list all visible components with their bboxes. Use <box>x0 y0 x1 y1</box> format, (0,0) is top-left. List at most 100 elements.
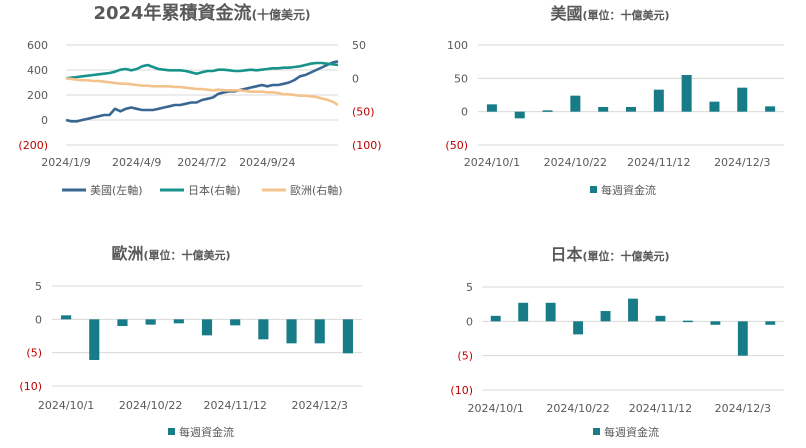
y-tick-label: 50 <box>454 72 468 85</box>
bar <box>570 95 581 112</box>
bar <box>542 110 553 112</box>
bar <box>117 319 128 326</box>
bar <box>342 319 353 354</box>
bar <box>653 89 664 112</box>
chart-title: 2024年累積資金流(十億美元) <box>93 2 310 24</box>
bar <box>490 315 501 322</box>
bar <box>201 319 213 336</box>
y-tick-label: (50) <box>445 139 468 152</box>
x-tick-label: 2024/11/12 <box>629 402 692 415</box>
bar <box>765 321 776 325</box>
bar <box>286 319 297 344</box>
bar <box>545 302 556 322</box>
europe_weekly-chart: 歐洲(單位：十億美元) 5 0 (5) (10) 2024/10/1 2024/10/22 2… <box>19 244 362 439</box>
x-tick-label: 2024/9/24 <box>239 156 295 169</box>
x-tick-label: 2024/12/3 <box>714 156 770 169</box>
x-tick-label: 2024/7/2 <box>177 156 226 169</box>
legend-label: 每週資金流 <box>601 183 656 197</box>
chart-title-main: 日本 <box>550 245 582 264</box>
left-y-tick-label: 200 <box>27 89 48 102</box>
cumulative-flow-chart: 2024年累積資金流(十億美元) 600 400 200 0 (200) 50 0 (50) (1… <box>18 2 381 197</box>
right-y-tick-label: 0 <box>352 72 359 85</box>
bar <box>230 319 241 326</box>
y-tick-label: (10) <box>19 380 42 393</box>
y-tick-label: (5) <box>457 350 473 363</box>
bar <box>765 106 776 112</box>
legend-label-us: 美國(左軸) <box>90 183 143 197</box>
bar <box>173 319 184 324</box>
y-tick-label: 5 <box>466 281 473 294</box>
bar <box>681 75 692 112</box>
bar <box>518 302 529 322</box>
x-tick-label: 2024/12/3 <box>292 399 348 412</box>
chart-title: 日本(單位：十億美元) <box>550 245 669 264</box>
left-y-tick-label: 0 <box>41 114 48 127</box>
chart-title: 美國(單位：十億美元) <box>550 4 669 23</box>
x-tick-label: 2024/10/1 <box>468 402 524 415</box>
legend-swatch <box>593 428 600 435</box>
bar <box>61 315 72 320</box>
legend-label-japan: 日本(右軸) <box>188 183 241 197</box>
left-y-tick-label: 400 <box>27 64 48 77</box>
bar <box>258 319 269 340</box>
legend-label-europe: 歐洲(右軸) <box>290 183 343 197</box>
x-tick-label: 2024/4/9 <box>112 156 161 169</box>
y-tick-label: (5) <box>26 347 42 360</box>
bar <box>628 298 638 322</box>
series-line-japan <box>65 61 339 80</box>
chart-title-unit: (單位：十億美元) <box>143 248 230 262</box>
bar <box>625 107 637 112</box>
legend-label: 每週資金流 <box>604 425 659 439</box>
japan_weekly-chart: 日本(單位：十億美元) 5 0 (5) (10) 2024/10/1 2024/10/22 2… <box>450 245 784 439</box>
y-tick-label: 5 <box>35 280 42 293</box>
series-line-us <box>65 60 339 123</box>
y-tick-label: 0 <box>35 313 42 326</box>
legend-swatch <box>590 186 597 193</box>
bar <box>710 321 721 325</box>
bar <box>682 320 693 323</box>
x-tick-label: 2024/10/1 <box>38 399 94 412</box>
x-tick-label: 2024/10/22 <box>546 402 609 415</box>
bar <box>655 315 666 322</box>
bar <box>598 107 609 112</box>
chart-title-main: 歐洲 <box>111 244 143 263</box>
series-line-europe <box>65 77 339 107</box>
bar <box>314 319 325 344</box>
right-y-tick-label: (50) <box>352 106 375 119</box>
chart-title-main: 2024年累積資金流 <box>93 2 251 24</box>
y-tick-label: 0 <box>466 315 473 328</box>
left-y-tick-label: 600 <box>27 39 48 52</box>
bar <box>709 101 720 112</box>
x-tick-label: 2024/12/3 <box>715 402 771 415</box>
chart-title-unit: (單位：十億美元) <box>582 249 669 263</box>
bar <box>89 319 100 360</box>
bar <box>737 321 748 356</box>
y-tick-label: 100 <box>447 39 468 52</box>
left-y-tick-label: (200) <box>18 139 48 152</box>
legend-swatch <box>168 428 175 435</box>
chart-title-main: 美國 <box>550 4 582 23</box>
y-tick-label: 0 <box>461 106 468 119</box>
bar <box>514 111 525 119</box>
chart-title-unit: (十億美元) <box>252 7 311 22</box>
x-tick-label: 2024/10/1 <box>464 156 520 169</box>
bar <box>737 87 748 112</box>
x-tick-label: 2024/1/9 <box>41 156 90 169</box>
x-tick-label: 2024/10/22 <box>544 156 607 169</box>
bar <box>600 311 611 322</box>
chart-title: 歐洲(單位：十億美元) <box>111 244 230 263</box>
x-tick-label: 2024/11/12 <box>627 156 690 169</box>
bar <box>486 104 497 112</box>
bar <box>145 319 156 325</box>
right-y-tick-label: 50 <box>352 39 366 52</box>
chart-title-unit: (單位：十億美元) <box>582 8 669 22</box>
legend-label: 每週資金流 <box>179 425 234 439</box>
y-tick-label: (10) <box>450 384 473 397</box>
x-tick-label: 2024/10/22 <box>119 399 182 412</box>
us_weekly-chart: 美國(單位：十億美元) 100 50 0 (50) 2024/10/1 2024/10/22… <box>445 4 784 197</box>
right-y-tick-label: (100) <box>352 139 382 152</box>
x-tick-label: 2024/11/12 <box>203 399 266 412</box>
bar <box>573 321 584 335</box>
